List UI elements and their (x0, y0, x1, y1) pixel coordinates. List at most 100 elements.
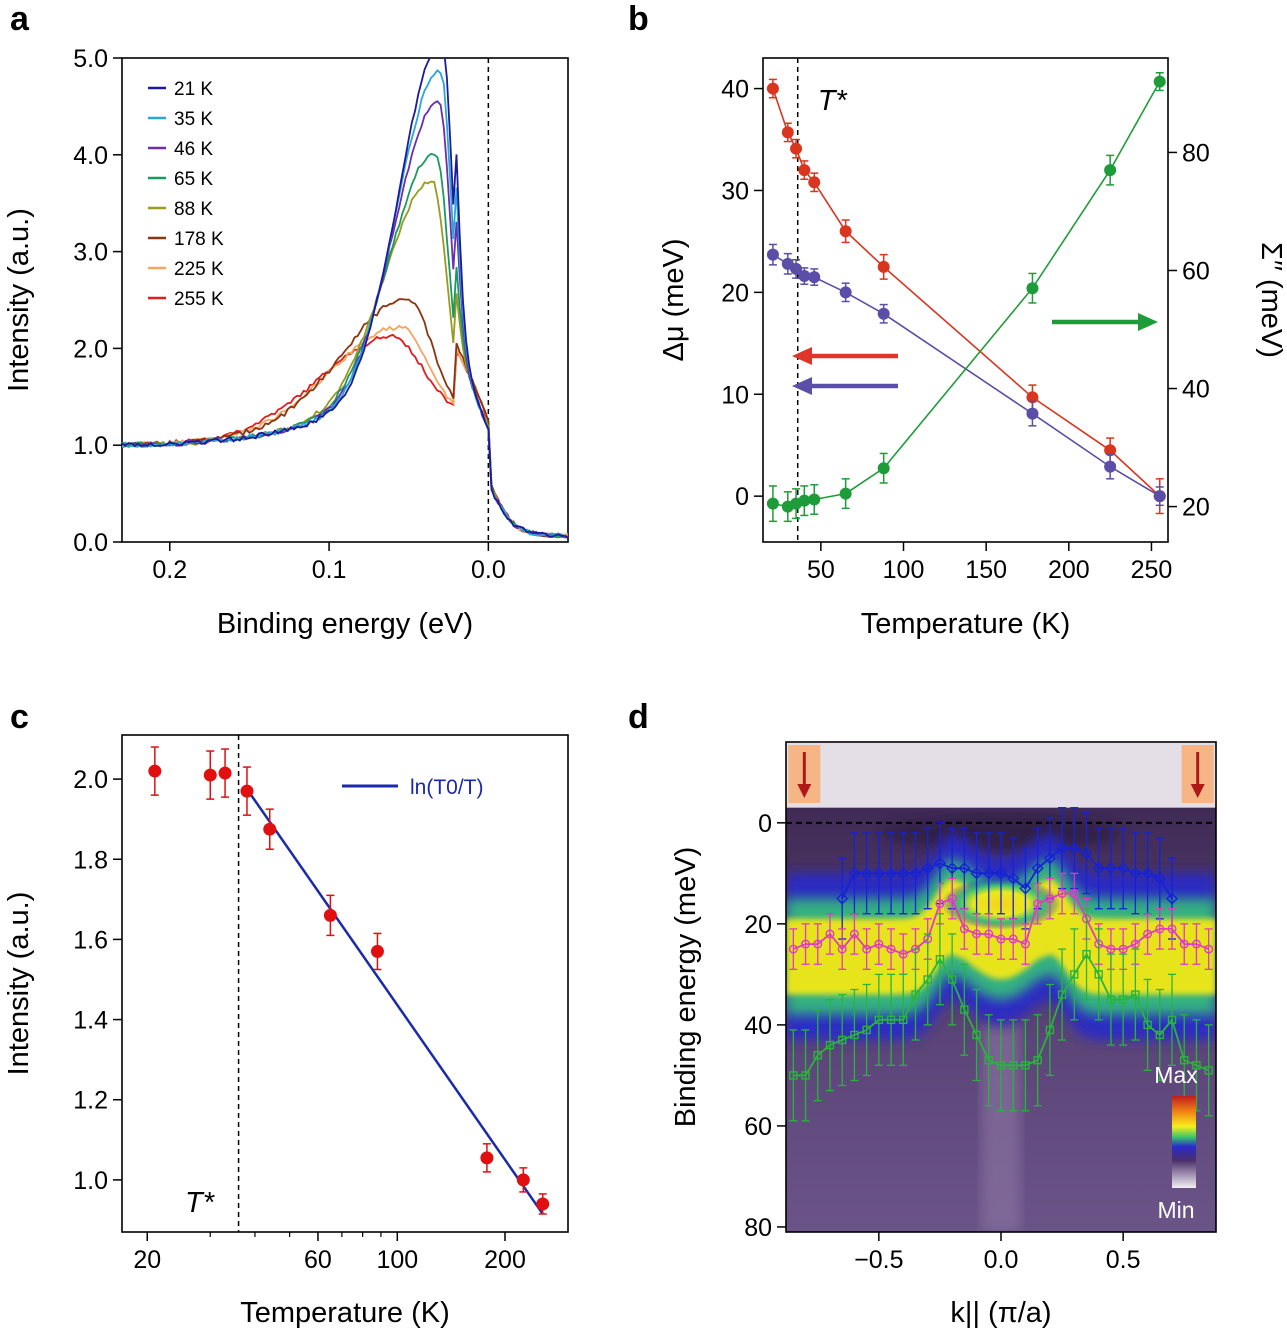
data-point (1166, 892, 1179, 905)
data-point (1094, 970, 1103, 979)
tstar-label: T* (818, 85, 849, 117)
data-point (1104, 460, 1117, 473)
tstar-label: T* (185, 1187, 216, 1219)
data-point (839, 225, 852, 238)
data-point (935, 899, 945, 909)
data-point (1167, 924, 1177, 934)
axis-arrow-head (1138, 313, 1158, 331)
data-point (480, 1151, 494, 1165)
y-tick-label: 80 (744, 1214, 772, 1242)
panel-d: d −0.5 0.0 0.5 0 20 40 60 80 k|| (π/a) Binding ene… (628, 698, 1217, 1329)
heatmap (786, 742, 1216, 1232)
data-point (877, 307, 890, 320)
data-point (839, 487, 852, 500)
data-point (1069, 889, 1079, 899)
x-tick-label: 20 (133, 1246, 161, 1274)
data-point (263, 822, 277, 836)
data-point (1191, 939, 1201, 949)
data-point (801, 1071, 810, 1080)
axis-arrow-head (792, 377, 812, 395)
data-point (970, 867, 983, 880)
y-tick-label: 5.0 (73, 45, 108, 73)
y-tick-label: 3.0 (73, 239, 108, 267)
data-point (1153, 490, 1166, 503)
data-point (1180, 1056, 1189, 1065)
y-axis-label: Intensity (a.u.) (3, 208, 35, 392)
plot-frame (121, 734, 569, 1233)
data-point (837, 1035, 847, 1045)
panel-c: c 20 60 100 200 1.0 1.2 1.4 1.6 1.8 2.0 Temperature… (3, 698, 569, 1329)
x-tick-label: 0.1 (312, 556, 347, 584)
legend-label: 21 K (174, 79, 213, 100)
axis-arrow-head (792, 347, 812, 365)
data-point (1007, 872, 1020, 885)
data-point (798, 494, 811, 507)
colorbar-min-label: Min (1157, 1197, 1194, 1223)
data-point (874, 1015, 884, 1025)
y-tick-label-left: 20 (721, 279, 749, 307)
data-point (1026, 407, 1039, 420)
data-point (1080, 847, 1093, 860)
data-point (860, 867, 873, 880)
series-green (789, 908, 1213, 1122)
data-point (1118, 944, 1128, 954)
data-point (1141, 867, 1154, 880)
data-point (1057, 889, 1067, 899)
data-point (886, 1015, 896, 1025)
series-line (841, 847, 1173, 900)
x-axis-label: Temperature (K) (240, 1297, 450, 1329)
y-tick-label-left: 0 (735, 483, 749, 511)
data-point (897, 867, 910, 880)
data-point (1192, 1061, 1201, 1070)
y-tick-label: 2.0 (73, 766, 108, 794)
data-point (899, 1015, 908, 1025)
data-point (1033, 1056, 1042, 1065)
data-point (923, 975, 932, 984)
data-point (947, 975, 957, 984)
series-blue (836, 807, 1179, 940)
data-point (909, 867, 922, 880)
x-tick-label: 100 (376, 1246, 418, 1274)
y-tick-label-right: 20 (1182, 494, 1210, 522)
data-point (837, 944, 847, 954)
data-point (836, 892, 849, 905)
data-point (921, 862, 934, 875)
legend-label: 255 K (174, 289, 224, 310)
y-tick-label: 1.0 (73, 432, 108, 460)
y-tick-label: 20 (744, 911, 772, 939)
data-point (536, 1197, 550, 1211)
data-point (958, 862, 971, 875)
y-axis-label: Intensity (a.u.) (3, 892, 35, 1076)
legend-label: 46 K (174, 139, 213, 160)
data-point (1129, 867, 1142, 880)
colorbar-max-label: Max (1154, 1062, 1198, 1088)
x-tick-label: 0.2 (152, 556, 187, 584)
data-point (808, 493, 821, 506)
data-point (1131, 990, 1140, 999)
data-point (959, 924, 969, 934)
data-point (911, 990, 920, 999)
data-point (874, 939, 884, 949)
panel-letter-a: a (10, 0, 30, 38)
data-point (877, 462, 890, 475)
data-point (849, 929, 859, 939)
data-point (808, 176, 821, 189)
data-point (996, 1061, 1006, 1070)
y-tick-label: 60 (744, 1113, 772, 1141)
heatmap-top (786, 742, 1216, 808)
y-tick-label-right: 60 (1182, 257, 1210, 285)
data-point (886, 944, 896, 954)
plot-frame (762, 57, 1169, 543)
y-tick-label: 0 (758, 810, 772, 838)
data-point (790, 262, 803, 275)
data-point (935, 955, 945, 964)
x-axis-label: Temperature (K) (861, 608, 1071, 640)
data-point (788, 944, 798, 954)
data-point (790, 142, 803, 155)
y-tick-label-left: 10 (721, 381, 749, 409)
data-point (813, 1050, 822, 1060)
data-point (996, 934, 1006, 944)
series-line (772, 81, 1161, 508)
panel-letter-d: d (628, 698, 649, 736)
